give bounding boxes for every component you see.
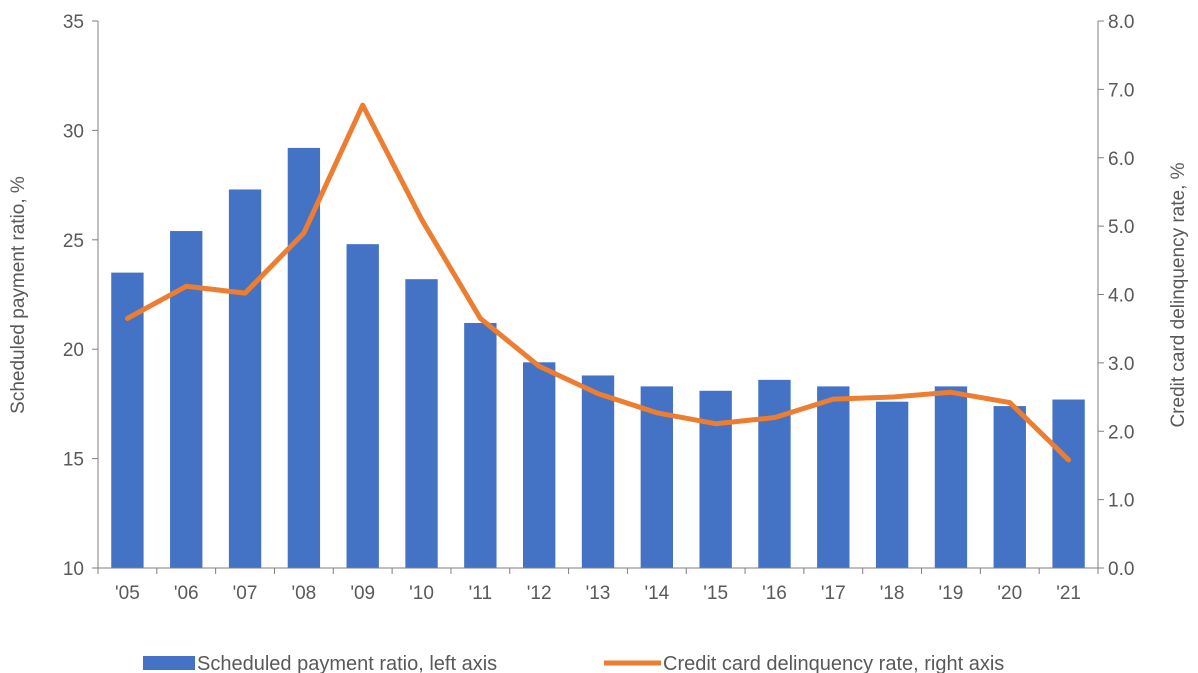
x-tick-label-12: '17 — [821, 583, 846, 604]
left-tick-label-3: 25 — [63, 231, 84, 252]
x-tick-label-9: '14 — [644, 583, 669, 604]
left-tick-label-4: 30 — [63, 121, 84, 142]
right-tick-label-5: 5.0 — [1108, 217, 1134, 238]
bar-14 — [934, 386, 968, 568]
right-tick-label-4: 4.0 — [1108, 286, 1134, 307]
x-tick-label-15: '20 — [997, 583, 1022, 604]
bar-10 — [699, 390, 732, 568]
line-layer — [124, 102, 1072, 463]
right-tick-label-3: 3.0 — [1108, 354, 1134, 375]
delinquency-line — [124, 102, 1072, 463]
x-tick-label-2: '07 — [233, 583, 258, 604]
x-tick-label-14: '19 — [939, 583, 964, 604]
x-tick-label-11: '16 — [762, 583, 787, 604]
right-tick-label-1: 1.0 — [1108, 491, 1134, 512]
x-tick-label-8: '13 — [586, 583, 611, 604]
x-tick-label-10: '15 — [703, 583, 728, 604]
right-tick-label-8: 8.0 — [1108, 12, 1134, 33]
legend-label-line: Credit card delinquency rate, right axis — [663, 653, 1004, 673]
axes-layer: 10 15 20 25 30 35 0.0 1.0 2.0 3.0 4.0 5.0 6.0 7.0 8.0 '… — [63, 12, 1135, 604]
right-tick-label-7: 7.0 — [1108, 80, 1134, 101]
bar-4 — [346, 244, 379, 568]
bar-1 — [170, 231, 203, 568]
x-tick-label-0: '05 — [115, 583, 140, 604]
bar-16 — [1052, 399, 1085, 568]
bar-11 — [758, 379, 791, 568]
x-tick-label-3: '08 — [291, 583, 316, 604]
bar-7 — [523, 362, 556, 568]
bar-0 — [111, 272, 144, 568]
bars-layer — [111, 147, 1085, 569]
legend: Scheduled payment ratio, left axis Credi… — [143, 653, 1004, 673]
x-tick-label-1: '06 — [174, 583, 199, 604]
left-axis-title: Scheduled payment ratio, % — [8, 176, 29, 414]
bar-12 — [817, 386, 850, 568]
x-tick-label-5: '10 — [409, 583, 434, 604]
x-tick-label-6: '11 — [469, 583, 492, 604]
bar-3 — [287, 147, 321, 569]
bar-8 — [581, 375, 615, 568]
bar-6 — [464, 322, 497, 568]
left-tick-label-5: 35 — [63, 12, 84, 33]
right-tick-label-2: 2.0 — [1108, 422, 1134, 443]
right-tick-label-6: 6.0 — [1108, 149, 1134, 170]
left-tick-label-2: 20 — [63, 340, 84, 361]
x-tick-label-13: '18 — [880, 583, 905, 604]
bar-2 — [228, 189, 262, 568]
left-tick-label-0: 10 — [63, 559, 84, 580]
right-tick-label-0: 0.0 — [1108, 559, 1134, 580]
left-tick-label-1: 15 — [63, 450, 84, 471]
bar-15 — [993, 406, 1026, 568]
x-tick-label-7: '12 — [527, 583, 552, 604]
right-axis-title: Credit card delinquency rate, % — [1168, 162, 1189, 427]
x-tick-label-16: '21 — [1056, 583, 1081, 604]
x-tick-label-4: '09 — [350, 583, 375, 604]
legend-swatch-bar — [143, 656, 195, 670]
bar-5 — [405, 279, 438, 568]
bar-13 — [875, 401, 909, 568]
legend-label-bar: Scheduled payment ratio, left axis — [197, 653, 497, 673]
